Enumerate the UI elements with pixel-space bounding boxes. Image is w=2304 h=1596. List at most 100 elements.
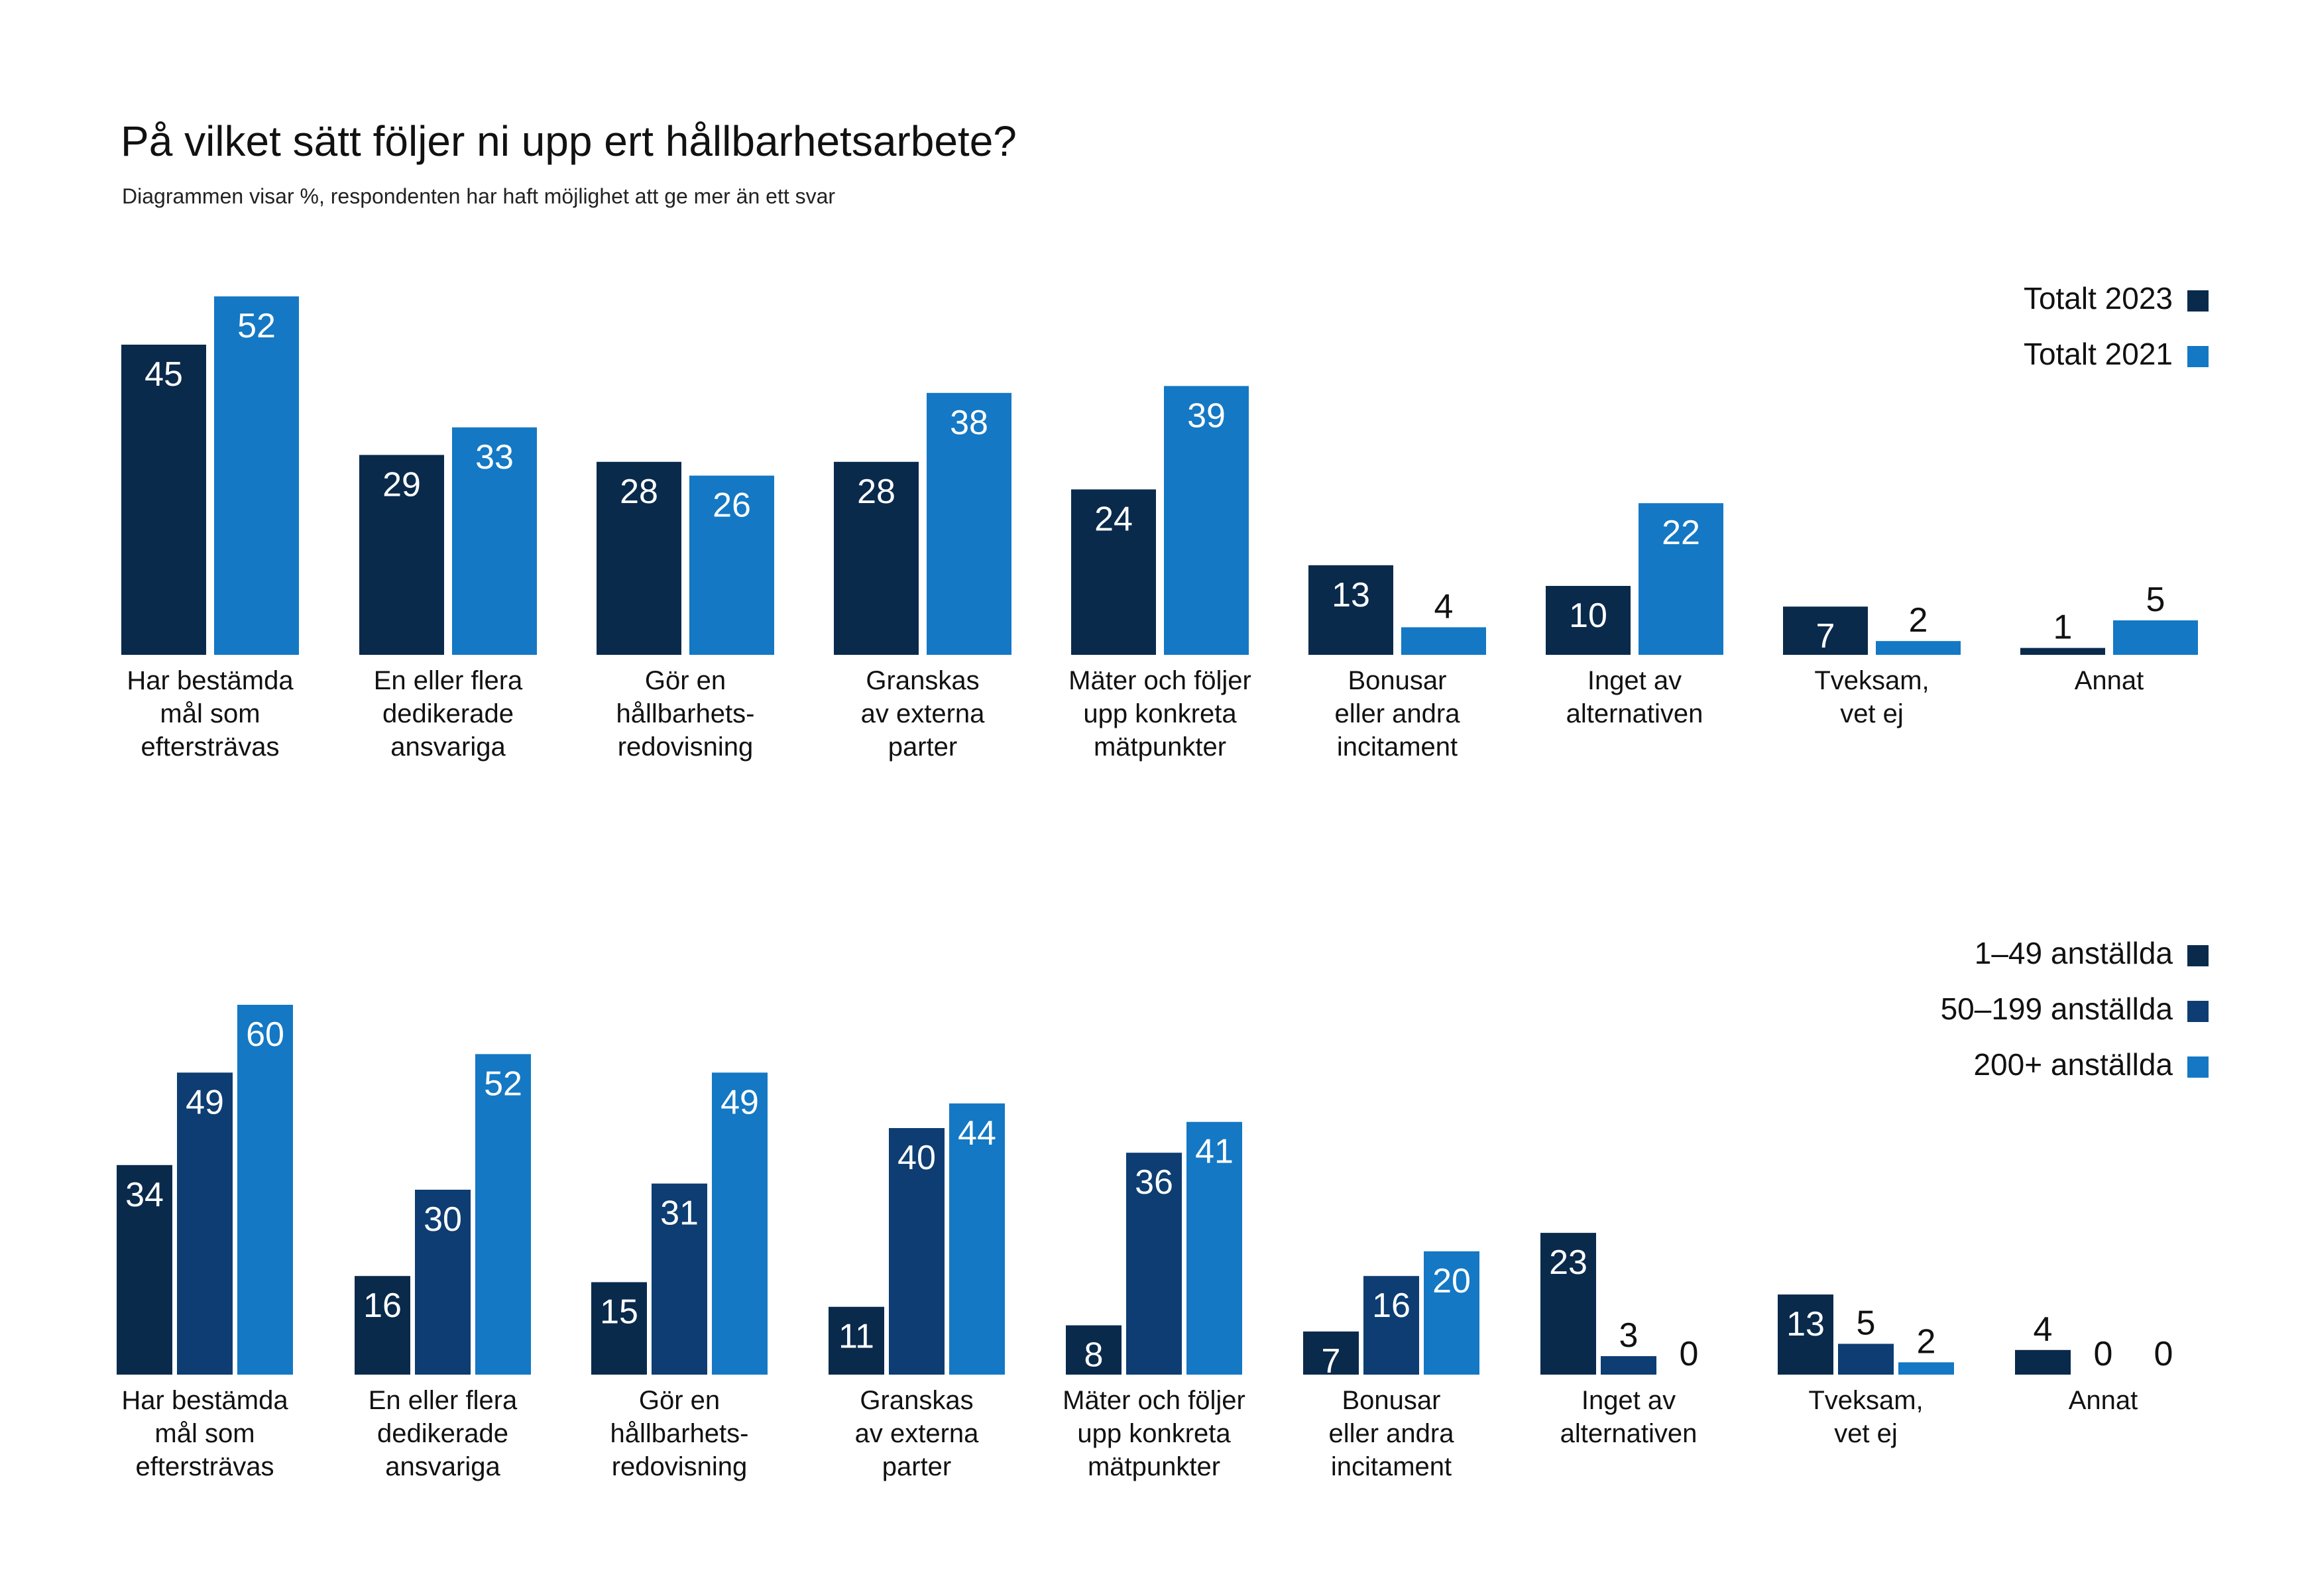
bar-1-6-0	[1546, 586, 1631, 655]
data-label-1-6-1: 22	[1662, 514, 1700, 552]
legend-entry-2-2: 200+ anställda	[1973, 1047, 2173, 1082]
bar-2-0-2	[237, 1005, 293, 1375]
legend-swatch-2-0	[2187, 945, 2209, 966]
data-label-2-8-0: 4	[2034, 1310, 2053, 1349]
data-label-1-2-1: 26	[713, 486, 751, 525]
category-label-1-1: En eller flera dedikerade ansvariga	[374, 666, 523, 762]
data-label-1-4-1: 39	[1187, 396, 1226, 435]
bar-2-4-1	[1126, 1153, 1182, 1375]
data-label-2-1-2: 52	[484, 1064, 522, 1103]
data-label-1-3-0: 28	[857, 473, 895, 511]
bar-1-3-1	[927, 392, 1011, 655]
category-label-1-7: Tveksam, vet ej	[1814, 666, 1929, 728]
data-label-2-6-1: 3	[1619, 1316, 1639, 1355]
data-label-1-7-0: 7	[1816, 617, 1835, 656]
legend-swatch-1-1	[2187, 346, 2209, 367]
bar-1-1-0	[359, 455, 444, 655]
category-label-1-6: Inget av alternativen	[1566, 666, 1703, 728]
bar-1-8-1	[2113, 620, 2198, 655]
data-label-2-1-1: 30	[424, 1200, 462, 1239]
bar-1-2-0	[597, 461, 681, 655]
bar-2-8-0	[2015, 1349, 2071, 1375]
bar-2-6-0	[1540, 1233, 1596, 1375]
legend-entry-1-1: Totalt 2021	[2024, 337, 2173, 371]
data-label-1-7-1: 2	[1909, 601, 1928, 640]
category-label-2-7: Tveksam, vet ej	[1808, 1386, 1923, 1448]
data-label-1-1-1: 33	[475, 438, 514, 477]
category-label-2-0: Har bestämda mål som eftersträvas	[121, 1386, 288, 1481]
bar-2-4-0	[1066, 1325, 1122, 1375]
bar-1-5-0	[1308, 565, 1393, 655]
bar-2-1-0	[355, 1276, 410, 1375]
category-label-1-0: Har bestämda mål som eftersträvas	[127, 666, 294, 762]
data-label-2-8-2: 0	[2154, 1335, 2173, 1373]
bar-1-7-0	[1783, 606, 1868, 655]
data-label-2-8-1: 0	[2094, 1335, 2113, 1373]
data-label-2-2-0: 15	[600, 1293, 638, 1332]
category-label-2-6: Inget av alternativen	[1560, 1386, 1698, 1448]
data-label-2-5-0: 7	[1322, 1342, 1341, 1381]
data-label-1-5-0: 13	[1332, 576, 1370, 614]
data-label-2-5-2: 20	[1432, 1262, 1471, 1300]
bar-2-0-1	[177, 1072, 233, 1375]
data-label-2-5-1: 16	[1372, 1286, 1411, 1325]
legend-entry-2-0: 1–49 anställda	[1975, 936, 2173, 970]
category-label-1-8: Annat	[2075, 666, 2144, 695]
category-label-1-3: Granskas av externa parter	[861, 666, 986, 762]
data-label-2-0-0: 34	[125, 1176, 164, 1214]
category-label-1-5: Bonusar eller andra incitament	[1334, 666, 1460, 762]
bar-1-7-1	[1876, 641, 1961, 655]
bar-2-2-2	[712, 1072, 768, 1375]
bar-2-4-2	[1186, 1121, 1242, 1375]
data-label-1-8-0: 1	[2053, 608, 2073, 647]
bar-2-6-1	[1601, 1356, 1656, 1375]
legend-entry-2-1: 50–199 anställda	[1941, 992, 2173, 1026]
bar-1-0-0	[121, 345, 206, 655]
bar-2-5-2	[1424, 1251, 1479, 1375]
data-label-2-4-0: 8	[1084, 1336, 1104, 1375]
bar-1-4-1	[1164, 386, 1249, 655]
data-label-2-7-1: 5	[1857, 1304, 1876, 1343]
bar-1-2-1	[689, 475, 774, 655]
legend-entry-1-0: Totalt 2023	[2024, 281, 2173, 315]
data-label-1-4-0: 24	[1094, 500, 1133, 538]
data-label-2-2-1: 31	[660, 1194, 699, 1233]
data-label-2-0-1: 49	[186, 1083, 224, 1121]
bar-2-7-1	[1838, 1343, 1894, 1375]
data-label-1-1-0: 29	[382, 465, 421, 504]
data-label-1-0-0: 45	[144, 355, 183, 394]
bar-2-7-0	[1778, 1294, 1833, 1375]
page-subtitle: Diagrammen visar %, respondenten har haf…	[122, 184, 836, 208]
data-label-1-3-1: 38	[950, 404, 988, 442]
bar-2-7-2	[1898, 1362, 1954, 1375]
bar-2-3-0	[829, 1306, 884, 1375]
bar-2-3-1	[889, 1128, 945, 1375]
data-label-2-7-0: 13	[1786, 1305, 1825, 1343]
bar-1-4-0	[1071, 489, 1156, 655]
bar-1-1-1	[452, 427, 537, 655]
data-label-1-8-1: 5	[2146, 581, 2165, 619]
data-label-2-0-2: 60	[246, 1015, 284, 1054]
bar-2-0-0	[117, 1165, 172, 1375]
data-label-2-6-0: 23	[1549, 1243, 1587, 1282]
data-label-1-2-0: 28	[620, 473, 658, 511]
category-label-2-4: Mäter och följer upp konkreta mätpunkter	[1063, 1386, 1245, 1481]
category-label-2-1: En eller flera dedikerade ansvariga	[369, 1386, 518, 1481]
category-label-2-8: Annat	[2069, 1386, 2138, 1415]
bar-2-5-1	[1363, 1276, 1419, 1375]
page-title: På vilket sätt följer ni upp ert hållbar…	[121, 117, 1017, 165]
data-label-1-6-0: 10	[1569, 597, 1607, 635]
bar-1-8-0	[2020, 648, 2105, 655]
category-label-1-2: Gör en hållbarhets-redovisning	[616, 666, 754, 762]
category-label-2-3: Granskas av externa parter	[855, 1386, 980, 1481]
data-label-2-1-0: 16	[363, 1286, 402, 1325]
bar-2-5-0	[1303, 1331, 1359, 1375]
bar-1-6-1	[1639, 503, 1723, 655]
bar-2-1-1	[415, 1190, 471, 1375]
bar-2-2-1	[652, 1183, 707, 1375]
data-label-2-3-2: 44	[958, 1114, 996, 1153]
bar-2-2-0	[591, 1282, 647, 1375]
category-label-1-4: Mäter och följer upp konkreta mätpunkter	[1068, 666, 1251, 762]
